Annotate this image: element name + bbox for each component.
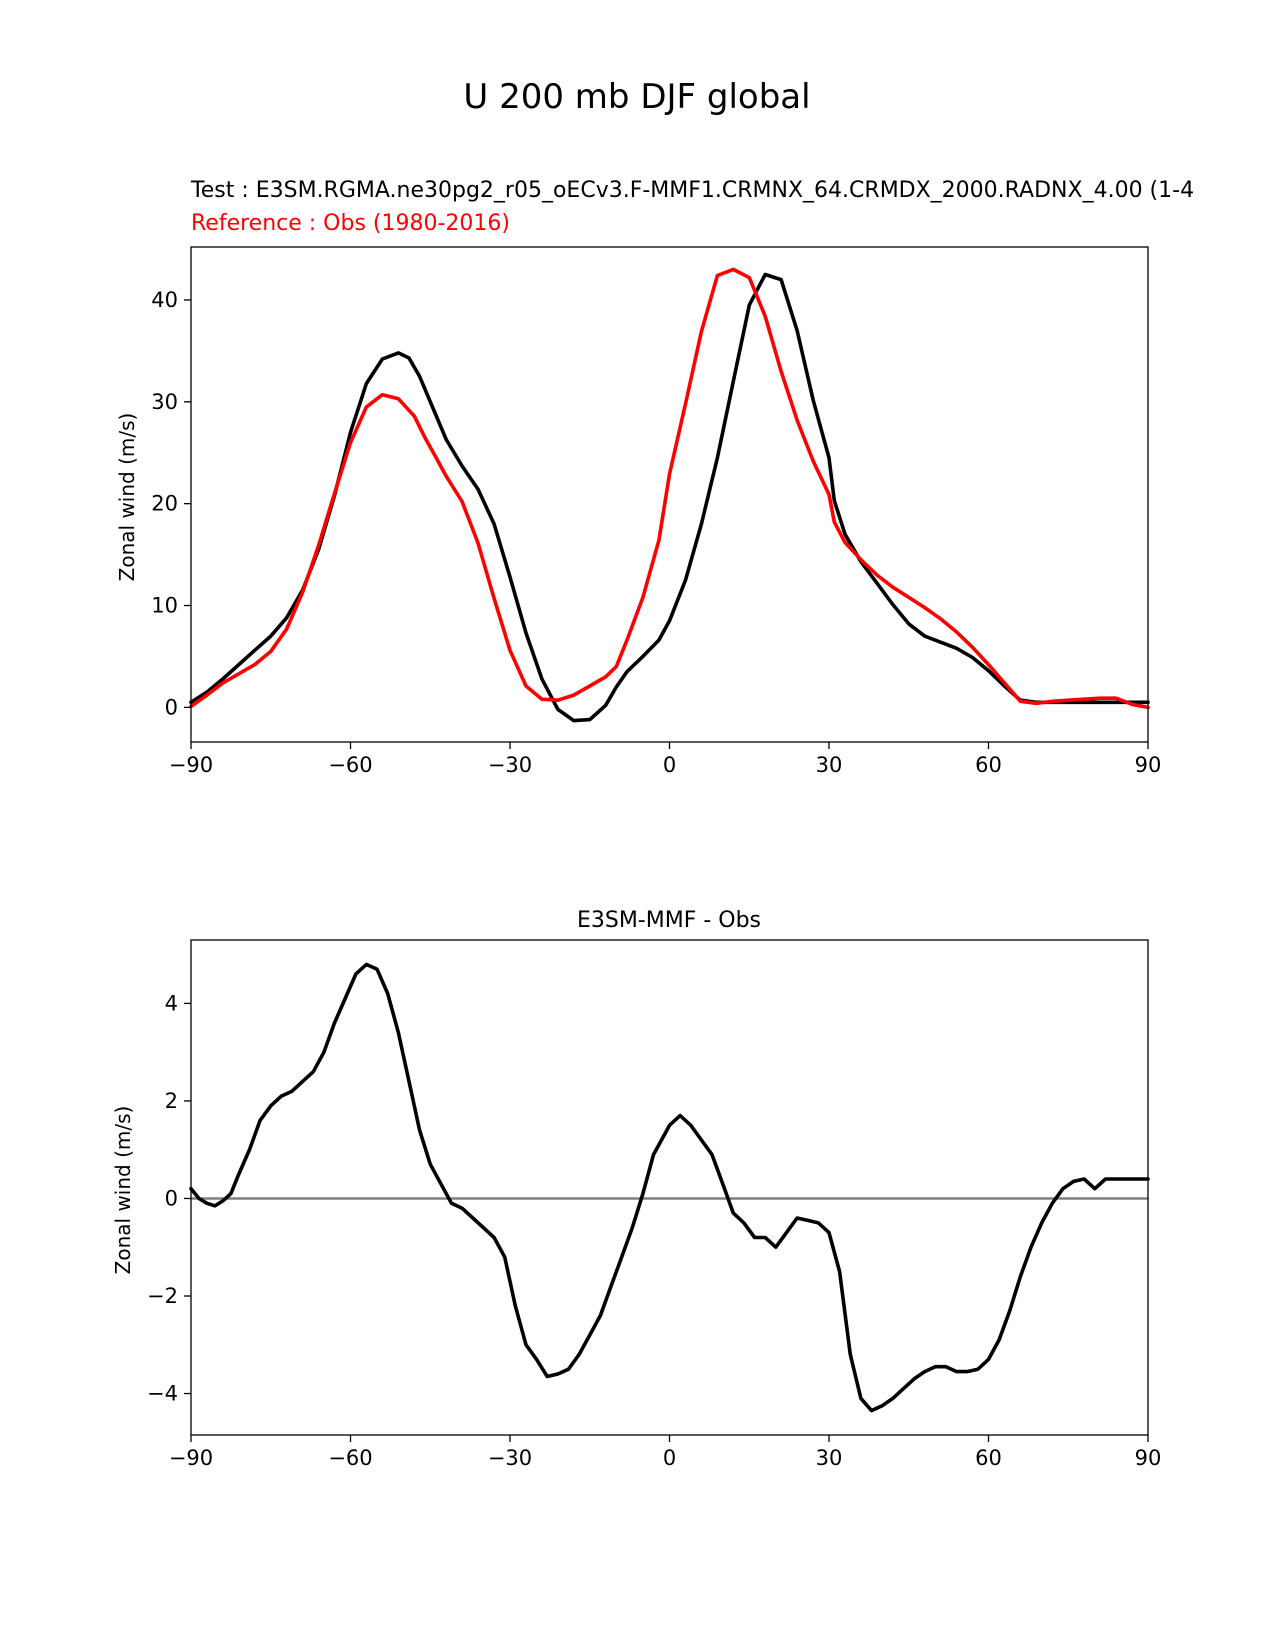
bottom-x-tick-label: 90 — [1135, 1446, 1162, 1470]
top-x-tick-label: −90 — [169, 753, 213, 777]
bottom-y-tick-label: 0 — [165, 1186, 178, 1210]
top-series-reference — [189, 267, 1150, 710]
bottom-x-tick-label: 60 — [975, 1446, 1002, 1470]
bottom-y-tick-label: 4 — [165, 991, 178, 1015]
bottom-y-tick-label: 2 — [165, 1089, 178, 1113]
bottom-series-e3sm-mmf-obs — [189, 962, 1150, 1413]
reference-label: Reference : Obs (1980-2016) — [191, 211, 510, 236]
top-x-tick-label: 0 — [663, 753, 676, 777]
bottom-y-ticks: −4 −2 0 2 4 — [147, 991, 191, 1406]
top-y-tick-label: 10 — [151, 594, 178, 618]
test-label: Test : E3SM.RGMA.ne30pg2_r05_oECv3.F-MMF… — [190, 178, 1194, 203]
bottom-y-tick-label: −2 — [147, 1284, 178, 1308]
bottom-x-ticks: −90 −60 −30 0 30 60 90 — [169, 1435, 1162, 1470]
bottom-y-tick-label: −4 — [147, 1382, 178, 1406]
top-y-ticks: 0 10 20 30 40 — [151, 288, 191, 719]
top-y-tick-label: 40 — [151, 288, 178, 312]
bottom-panel-title: E3SM-MMF - Obs — [577, 908, 761, 933]
top-x-tick-label: −60 — [328, 753, 372, 777]
top-x-tick-label: −30 — [488, 753, 532, 777]
top-y-tick-label: 30 — [151, 390, 178, 414]
top-x-tick-label: 30 — [816, 753, 843, 777]
top-y-axis-label: Zonal wind (m/s) — [115, 413, 139, 582]
bottom-axes-frame — [190, 939, 1149, 1436]
figure-title: U 200 mb DJF global — [463, 77, 810, 117]
top-x-tick-label: 90 — [1135, 753, 1162, 777]
bottom-x-tick-label: 0 — [663, 1446, 676, 1470]
top-y-tick-label: 20 — [151, 492, 178, 516]
bottom-x-tick-label: 30 — [816, 1446, 843, 1470]
top-y-tick-label: 0 — [165, 695, 178, 719]
top-panel: Test : E3SM.RGMA.ne30pg2_r05_oECv3.F-MMF… — [115, 178, 1194, 777]
bottom-y-axis-label: Zonal wind (m/s) — [111, 1106, 135, 1275]
top-x-ticks: −90 −60 −30 0 30 60 90 — [169, 742, 1162, 777]
bottom-x-tick-label: −60 — [328, 1446, 372, 1470]
bottom-panel: E3SM-MMF - Obs Zonal wind (m/s) −90 −60 −3… — [111, 908, 1161, 1470]
bottom-x-tick-label: −90 — [169, 1446, 213, 1470]
top-series-test — [189, 272, 1150, 723]
top-x-tick-label: 60 — [975, 753, 1002, 777]
bottom-x-tick-label: −30 — [488, 1446, 532, 1470]
top-axes-frame — [190, 246, 1149, 743]
